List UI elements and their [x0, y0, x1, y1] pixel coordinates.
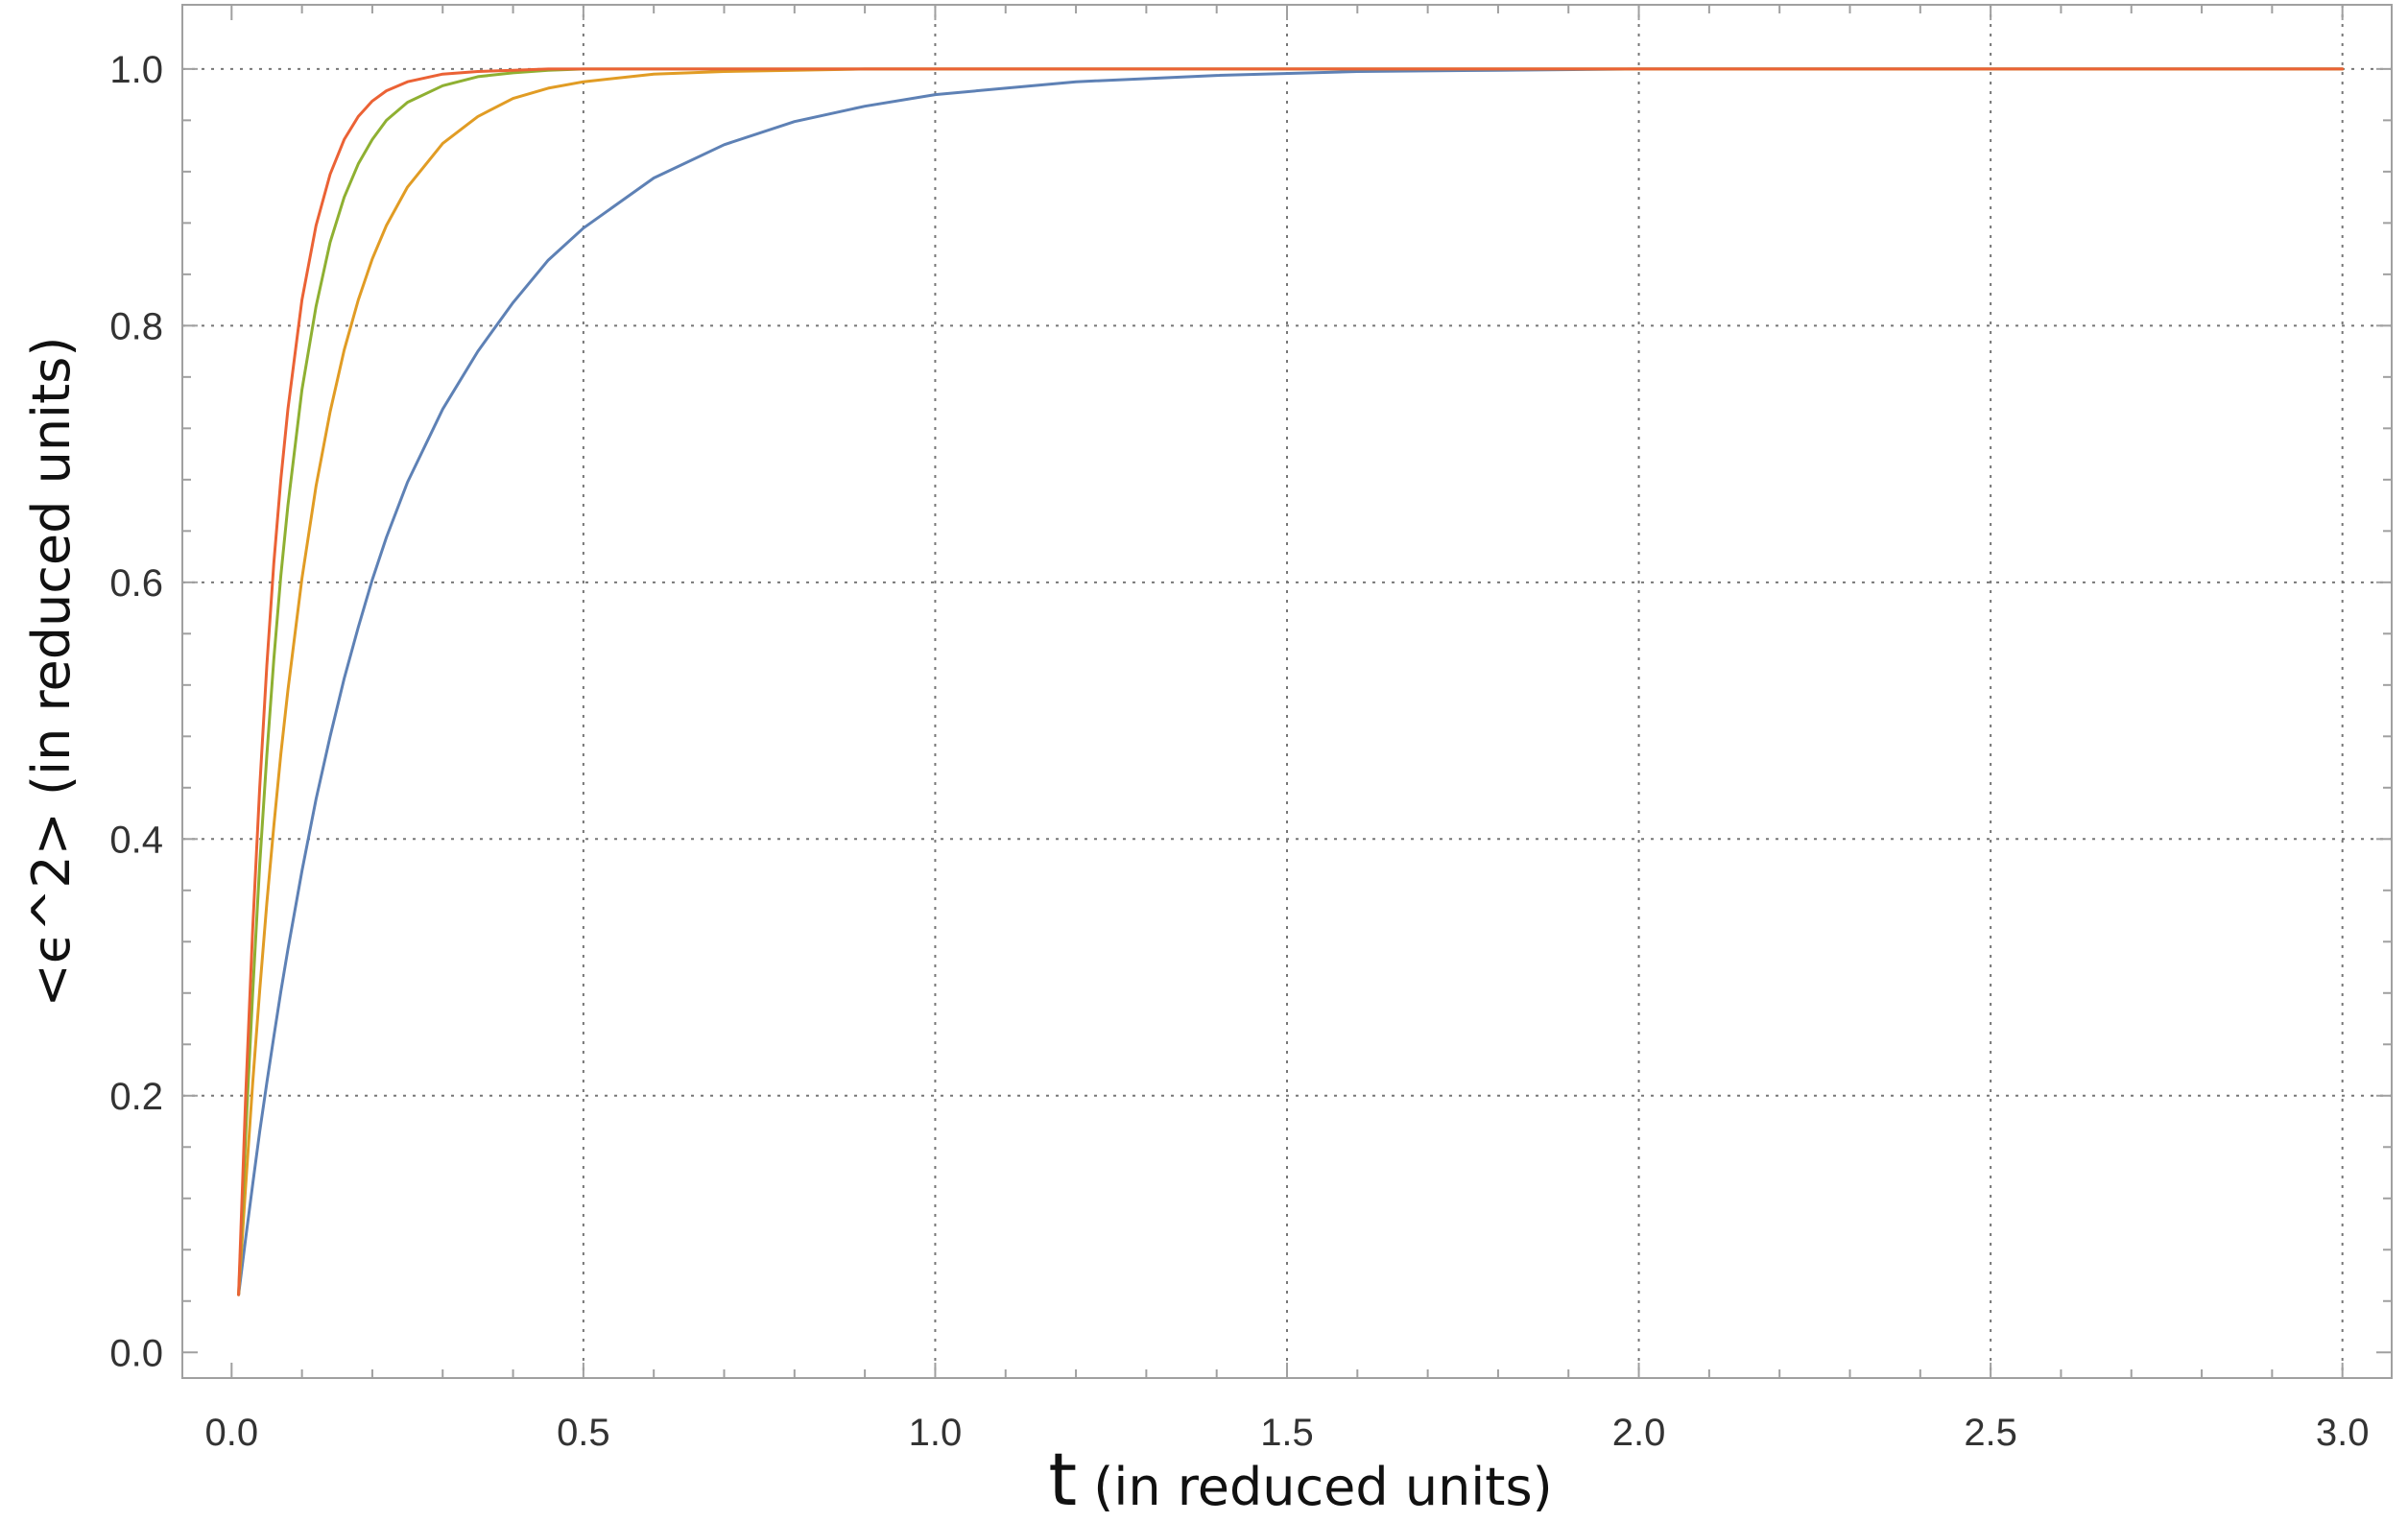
x-tick-label: 2.5	[1964, 1412, 2017, 1454]
x-tick-labels: 0.0 0.5 1.0 1.5 2.0 2.5 3.0	[205, 1412, 2370, 1454]
series-line-1	[237, 67, 2345, 1296]
x-axis-symbol: t	[1048, 1437, 1077, 1522]
y-tick-label: 0.2	[109, 1076, 163, 1118]
minor-ticks	[182, 5, 2392, 1378]
y-tick-label: 0.6	[109, 562, 163, 605]
y-tick-label: 0.8	[109, 305, 163, 347]
y-tick-labels: 0.0 0.2 0.4 0.6 0.8 1.0	[109, 49, 163, 1374]
x-axis-title: t (in reduced units)	[1048, 1437, 1552, 1522]
y-tick-label: 1.0	[109, 49, 163, 91]
x-tick-label: 1.0	[909, 1412, 963, 1454]
plot-frame	[181, 4, 2393, 1379]
x-tick-label: 3.0	[2316, 1412, 2370, 1454]
x-tick-label: 0.0	[205, 1412, 259, 1454]
y-tick-label: 0.4	[109, 819, 163, 861]
series-line-4	[237, 67, 2345, 1296]
y-axis-title: <ϵ^2> (in reduced units)	[21, 337, 82, 1008]
x-tick-label: 0.5	[557, 1412, 610, 1454]
y-tick-label: 0.0	[109, 1332, 163, 1374]
x-tick-label: 1.5	[1260, 1412, 1314, 1454]
x-axis-unit: (in reduced units)	[1077, 1457, 1553, 1517]
series-lines	[237, 67, 2345, 1296]
x-tick-label: 2.0	[1612, 1412, 1666, 1454]
